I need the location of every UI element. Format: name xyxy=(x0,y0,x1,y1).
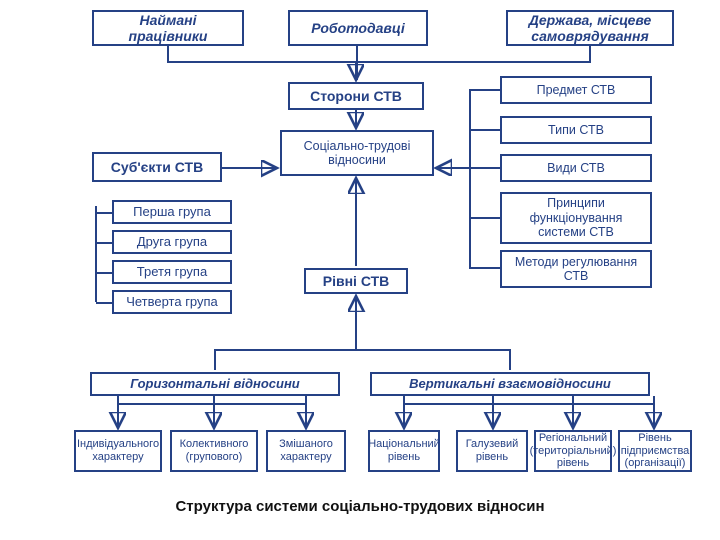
node-subjects: Суб'єкти СТВ xyxy=(92,152,222,182)
node-state: Держава, місцеве самоврядування xyxy=(506,10,674,46)
node-individual: Індивідуального характеру xyxy=(74,430,162,472)
node-core: Соціально-трудові відносини xyxy=(280,130,434,176)
node-hired-workers: Наймані працівники xyxy=(92,10,244,46)
node-types: Типи СТВ xyxy=(500,116,652,144)
node-kinds: Види СТВ xyxy=(500,154,652,182)
node-enterprise: Рівень підприємства (організації) xyxy=(618,430,692,472)
node-horizontal: Горизонтальні відносини xyxy=(90,372,340,396)
node-mixed: Змішаного характеру xyxy=(266,430,346,472)
node-levels: Рівні СТВ xyxy=(304,268,408,294)
node-group1: Перша група xyxy=(112,200,232,224)
node-national: Національний рівень xyxy=(368,430,440,472)
node-employers: Роботодавці xyxy=(288,10,428,46)
node-group4: Четверта група xyxy=(112,290,232,314)
node-methods: Методи регулювання СТВ xyxy=(500,250,652,288)
node-sides: Сторони СТВ xyxy=(288,82,424,110)
node-group2: Друга група xyxy=(112,230,232,254)
page-title: Структура системи соціально-трудових від… xyxy=(0,498,720,515)
node-collective: Колективного (групового) xyxy=(170,430,258,472)
node-branch: Галузевий рівень xyxy=(456,430,528,472)
node-group3: Третя група xyxy=(112,260,232,284)
node-regional: Регіональний (територіальний) рівень xyxy=(534,430,612,472)
node-principles: Принципи функціонування системи СТВ xyxy=(500,192,652,244)
node-subject: Предмет СТВ xyxy=(500,76,652,104)
node-vertical: Вертикальні взаємовідносини xyxy=(370,372,650,396)
